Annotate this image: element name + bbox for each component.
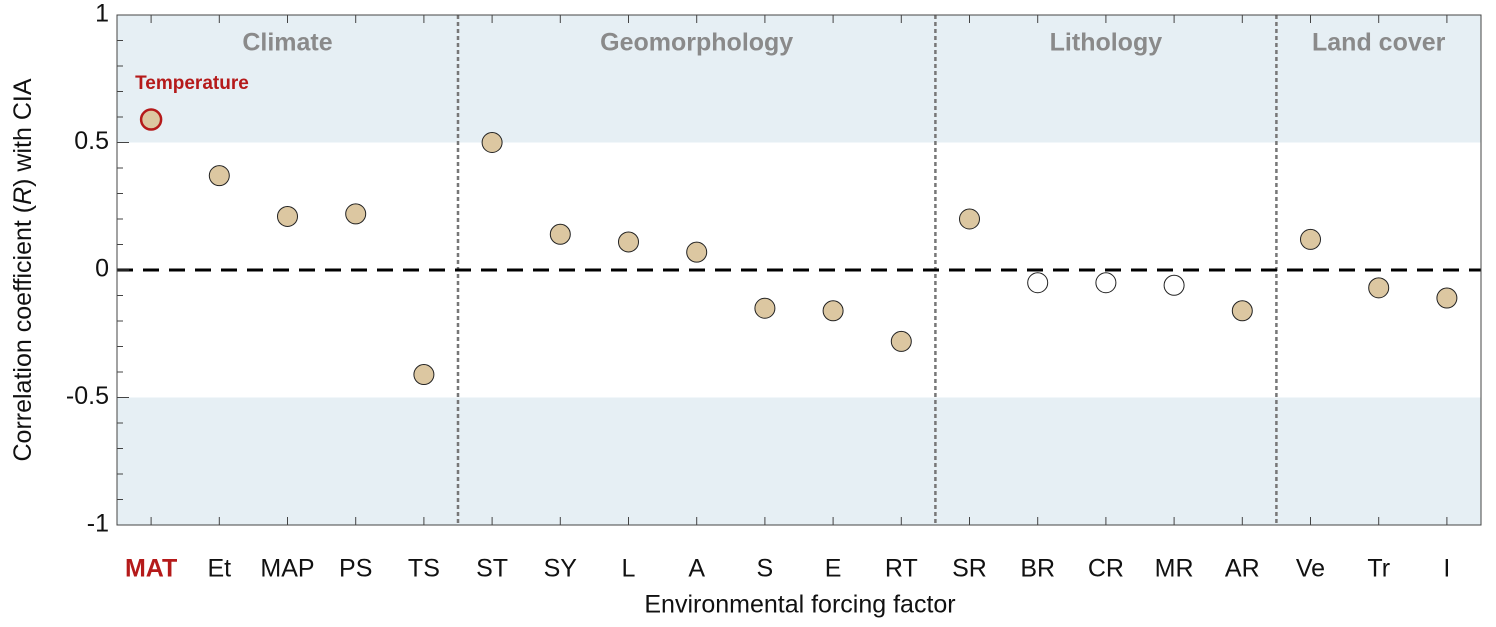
x-tick-label: Ve — [1296, 555, 1325, 583]
point — [1163, 274, 1185, 296]
shaded-band — [117, 397, 1481, 525]
x-tick-label: TS — [408, 555, 440, 583]
x-tick-label: ST — [476, 555, 508, 583]
shaded-band — [117, 15, 1481, 143]
point — [1231, 300, 1253, 322]
x-tick-label: SY — [544, 555, 578, 583]
point — [1300, 228, 1321, 250]
point — [1027, 272, 1049, 294]
y-tick-label: 1 — [95, 0, 109, 28]
point — [345, 203, 367, 225]
point — [277, 205, 298, 227]
point — [686, 241, 708, 263]
point — [549, 223, 571, 245]
x-tick-label: PS — [339, 555, 372, 583]
x-tick-label: SR — [952, 555, 987, 583]
y-tick-label: -0.5 — [66, 382, 109, 410]
y-tick-label: 0.5 — [74, 127, 109, 155]
x-tick-label: A — [688, 555, 705, 583]
x-tick-label: Et — [207, 555, 231, 583]
point — [208, 165, 230, 187]
x-tick-label: I — [1443, 555, 1450, 583]
point — [1368, 277, 1390, 299]
group-label: Climate — [242, 29, 332, 57]
y-tick-label: -1 — [87, 510, 109, 538]
highlight-label: Temperature — [135, 73, 249, 94]
x-tick-label: CR — [1088, 555, 1124, 583]
x-tick-label: AR — [1225, 555, 1260, 583]
x-tick-label: BR — [1020, 555, 1055, 583]
x-tick-label: MAP — [260, 555, 314, 583]
x-tick-label: S — [757, 555, 774, 583]
point — [481, 132, 503, 153]
x-tick-label: MAT — [125, 555, 177, 583]
point — [139, 108, 163, 131]
point — [890, 330, 912, 352]
group-label: Geomorphology — [600, 29, 793, 57]
x-tick-label: L — [622, 555, 636, 583]
group-label: Land cover — [1312, 29, 1446, 57]
x-axis-label: Environmental forcing factor — [644, 591, 955, 619]
point — [822, 300, 844, 322]
point — [618, 231, 639, 253]
y-label-part: R — [9, 187, 37, 205]
x-tick-label: RT — [885, 555, 918, 583]
y-tick-label: 0 — [95, 255, 109, 283]
y-label-part: Correlation coefficient ( — [9, 204, 37, 461]
y-axis-label: Correlation coefficient (R) with CIA — [9, 78, 37, 461]
point — [1095, 272, 1117, 294]
x-tick-label: MR — [1155, 555, 1194, 583]
point — [413, 364, 435, 386]
point — [1436, 287, 1458, 309]
group-label: Lithology — [1050, 29, 1163, 57]
x-tick-label: E — [825, 555, 842, 583]
point — [754, 297, 776, 319]
y-label-part: ) with CIA — [9, 78, 37, 187]
point — [959, 208, 980, 230]
x-tick-label: Tr — [1367, 555, 1390, 583]
